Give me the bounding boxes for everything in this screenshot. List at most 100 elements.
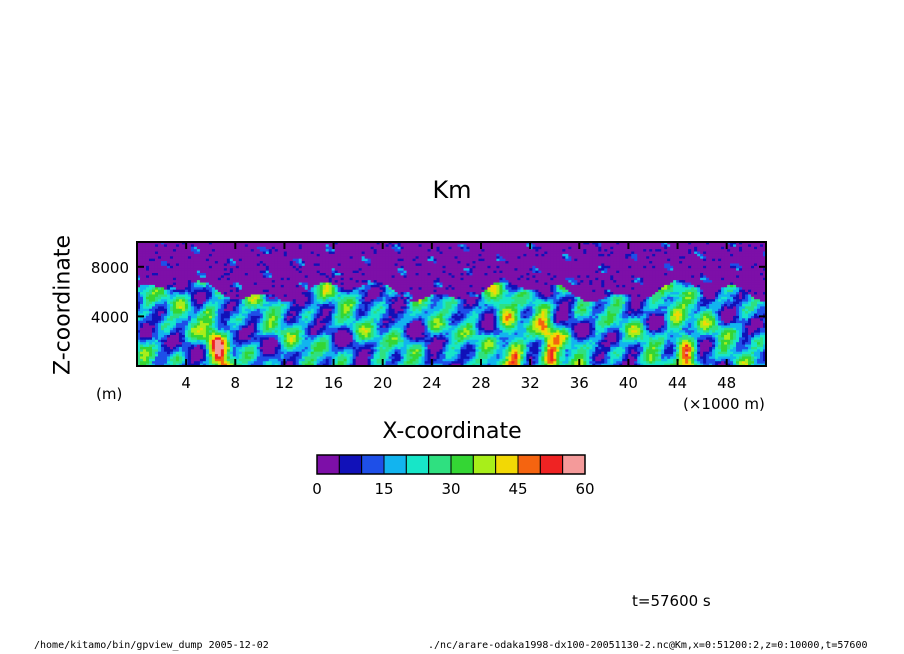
heatmap-cell bbox=[604, 292, 608, 295]
heatmap-cell bbox=[487, 251, 491, 255]
heatmap-cell bbox=[334, 280, 339, 284]
heatmap-cell bbox=[505, 244, 509, 248]
heatmap-cell bbox=[490, 244, 494, 248]
heatmap-cell bbox=[403, 253, 408, 257]
heatmap-cell bbox=[643, 284, 647, 288]
heatmap-cell bbox=[244, 263, 249, 267]
heatmap-cell bbox=[448, 261, 452, 264]
heatmap-cell bbox=[262, 287, 267, 291]
heatmap-cell bbox=[406, 251, 411, 255]
heatmap-cell bbox=[607, 265, 611, 269]
heatmap-cell bbox=[412, 263, 417, 267]
heatmap-cell bbox=[346, 242, 351, 245]
heatmap-cell bbox=[241, 253, 246, 257]
heatmap-cell bbox=[694, 242, 698, 245]
heatmap-cell bbox=[736, 275, 740, 279]
heatmap-cell bbox=[559, 268, 563, 272]
heatmap-cell bbox=[754, 246, 758, 250]
heatmap-cell bbox=[196, 280, 201, 284]
heatmap-cell bbox=[514, 263, 518, 267]
heatmap-cell bbox=[679, 273, 683, 276]
heatmap-cell bbox=[565, 256, 569, 260]
heatmap-cell bbox=[553, 261, 557, 264]
heatmap-cell bbox=[472, 258, 476, 262]
heatmap-cell bbox=[694, 263, 698, 267]
heatmap-cell bbox=[712, 258, 716, 262]
heatmap-cell bbox=[157, 273, 162, 276]
heatmap-cell bbox=[676, 270, 680, 274]
heatmap-cell bbox=[427, 273, 432, 276]
heatmap-cell bbox=[715, 282, 719, 286]
heatmap-cell bbox=[622, 249, 626, 253]
heatmap-cell bbox=[316, 292, 321, 295]
heatmap-cell bbox=[220, 287, 225, 291]
heatmap-cell bbox=[283, 289, 288, 293]
heatmap-cell bbox=[619, 280, 623, 284]
heatmap-cell bbox=[298, 263, 303, 267]
heatmap-cell bbox=[490, 249, 494, 253]
heatmap-cell bbox=[202, 249, 207, 253]
heatmap-cell bbox=[526, 270, 530, 274]
heatmap-cell bbox=[556, 265, 560, 269]
heatmap-cell bbox=[373, 265, 378, 269]
heatmap-cell bbox=[709, 258, 713, 262]
heatmap-cell bbox=[613, 287, 617, 291]
heatmap-cell bbox=[598, 275, 602, 279]
heatmap-cell bbox=[535, 244, 539, 248]
heatmap-cell bbox=[385, 253, 390, 257]
heatmap-cell bbox=[433, 287, 438, 291]
heatmap-cell bbox=[724, 289, 728, 293]
heatmap-cell bbox=[481, 249, 485, 253]
heatmap-cell bbox=[454, 244, 458, 248]
heatmap-cell bbox=[607, 249, 611, 253]
heatmap-cell bbox=[403, 287, 408, 291]
heatmap-cell bbox=[640, 244, 644, 248]
heatmap-cell bbox=[235, 265, 240, 269]
heatmap-cell bbox=[244, 246, 249, 250]
heatmap-cell bbox=[316, 273, 321, 276]
heatmap-cell bbox=[397, 253, 402, 257]
heatmap-cell bbox=[664, 261, 668, 264]
heatmap-cell bbox=[253, 268, 258, 272]
heatmap-cell bbox=[229, 280, 234, 284]
heatmap-cell bbox=[313, 292, 318, 295]
heatmap-cell bbox=[226, 261, 231, 264]
heatmap-cell bbox=[142, 284, 147, 288]
heatmap-cell bbox=[418, 292, 423, 295]
heatmap-cell bbox=[445, 251, 450, 255]
heatmap-cell bbox=[301, 270, 306, 274]
heatmap-cell bbox=[568, 242, 572, 245]
heatmap-cell bbox=[616, 242, 620, 245]
heatmap-cell bbox=[598, 258, 602, 262]
heatmap-cell bbox=[406, 284, 411, 288]
heatmap-cell bbox=[265, 287, 270, 291]
heatmap-cell bbox=[451, 244, 455, 248]
heatmap-cell bbox=[220, 282, 225, 286]
heatmap-cell bbox=[148, 249, 153, 253]
heatmap-cell bbox=[187, 253, 192, 257]
heatmap-cell bbox=[418, 244, 423, 248]
heatmap-cell bbox=[634, 275, 638, 279]
heatmap-cell bbox=[490, 258, 494, 262]
heatmap-cell bbox=[415, 287, 420, 291]
heatmap-cell bbox=[343, 282, 348, 286]
heatmap-cell bbox=[514, 280, 518, 284]
heatmap-cell bbox=[637, 292, 641, 295]
heatmap-cell bbox=[661, 256, 665, 260]
heatmap-cell bbox=[493, 287, 497, 291]
heatmap-cell bbox=[730, 277, 734, 281]
heatmap-cell bbox=[712, 249, 716, 253]
heatmap-cell bbox=[199, 287, 204, 291]
heatmap-cell bbox=[604, 270, 608, 274]
heatmap-cell bbox=[361, 256, 366, 260]
heatmap-cell bbox=[277, 268, 282, 272]
heatmap-cell bbox=[673, 268, 677, 272]
heatmap-cell bbox=[394, 273, 399, 276]
heatmap-cell bbox=[418, 265, 423, 269]
heatmap-cell bbox=[292, 282, 297, 286]
heatmap-cell bbox=[472, 273, 476, 276]
heatmap-cell bbox=[400, 256, 405, 260]
heatmap-cell bbox=[166, 258, 171, 262]
heatmap-cell bbox=[640, 253, 644, 257]
heatmap-cell bbox=[409, 287, 414, 291]
